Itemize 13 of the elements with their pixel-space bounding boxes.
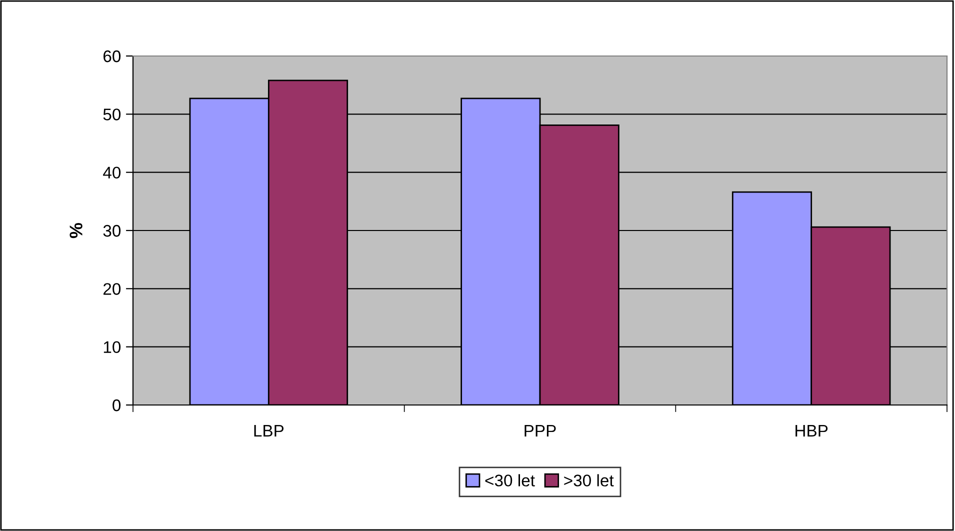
y-tick-label: 10: [104, 341, 121, 354]
y-axis-title: %: [70, 222, 82, 238]
x-tick-label: LBP: [254, 425, 284, 437]
legend-label: <30 let: [485, 474, 535, 486]
y-tick-label: 60: [104, 50, 121, 62]
x-tick-label: PPP: [524, 425, 556, 437]
legend-label: >30 let: [564, 474, 614, 486]
y-tick-label: 20: [103, 283, 121, 295]
y-tick-label: 0: [112, 399, 121, 412]
y-tick-label: 30: [103, 224, 121, 237]
x-tick-label: HBP: [796, 425, 828, 437]
y-tick-label: 40: [103, 166, 121, 179]
y-tick-label: 50: [103, 108, 121, 120]
